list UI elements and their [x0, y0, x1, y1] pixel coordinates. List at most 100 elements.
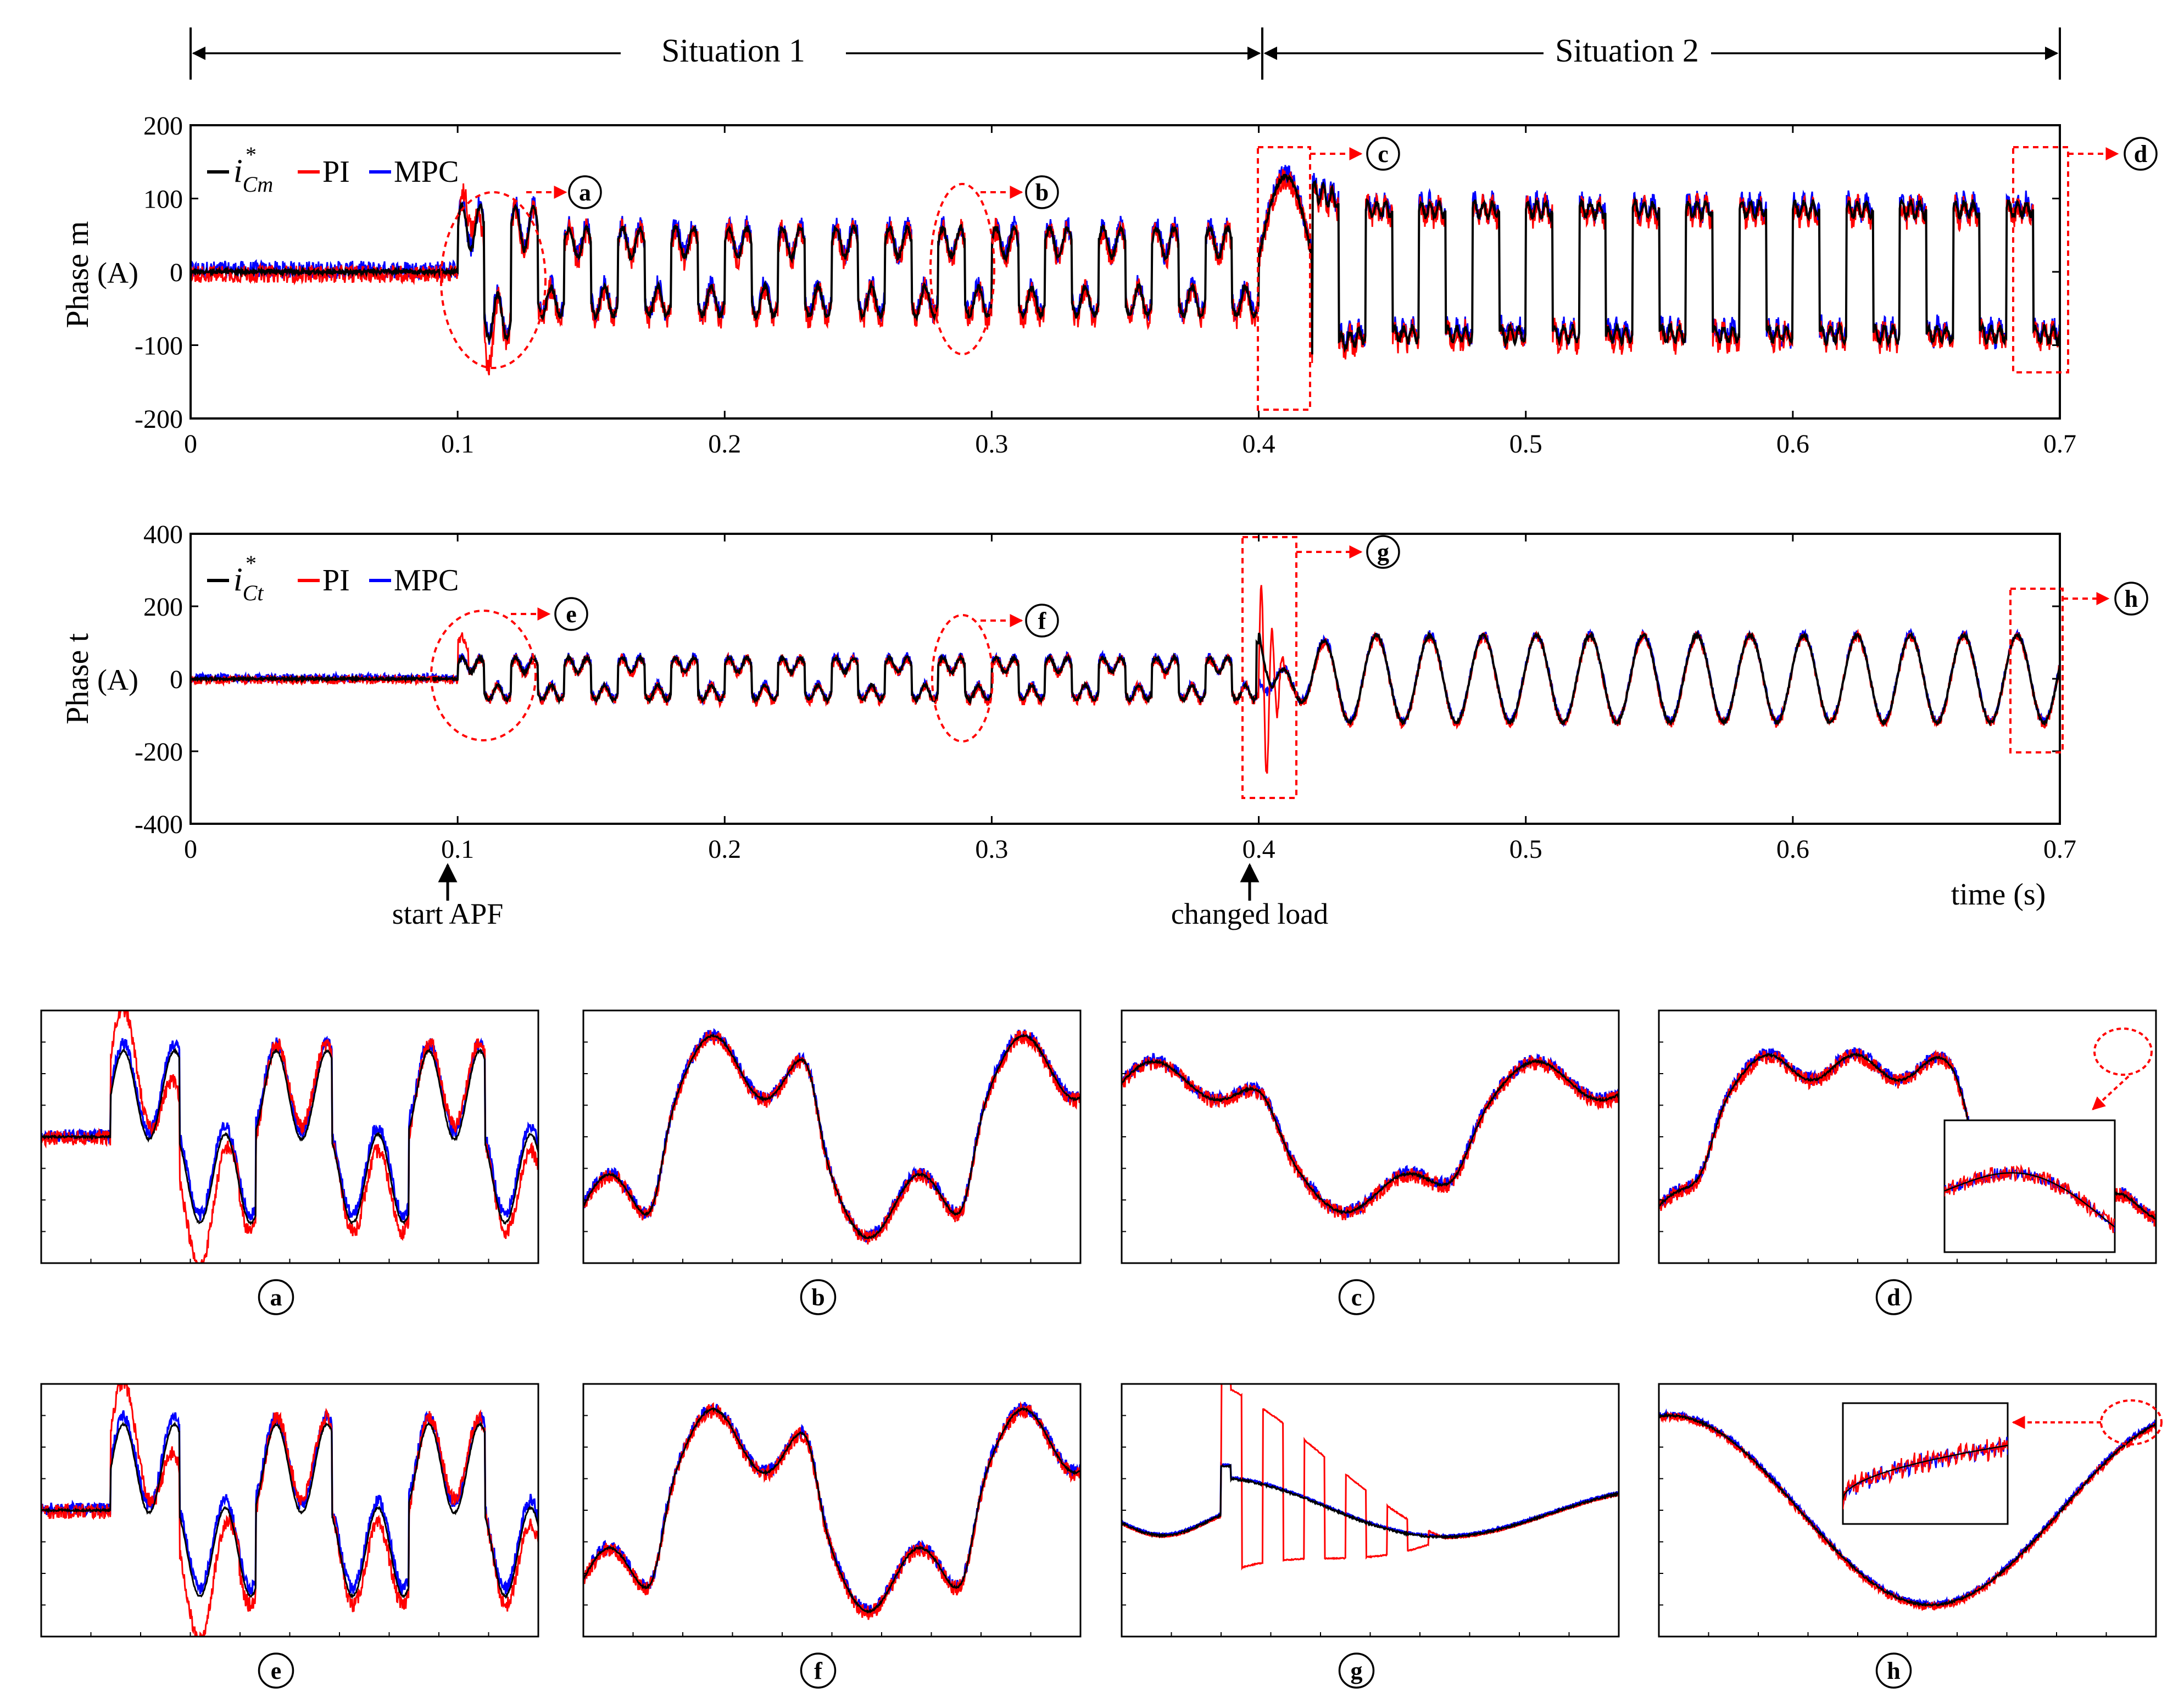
zoom-frame: [1121, 1383, 1620, 1638]
situation-1-label: Situation 1: [661, 32, 805, 69]
zoom-panel-f: f: [582, 1383, 1082, 1689]
marker-g-region: [1241, 536, 1297, 799]
marker-letter: c: [1378, 141, 1389, 167]
x-tick-label: 0.6: [1776, 429, 1809, 459]
inset-pointer: [2092, 1075, 2130, 1110]
zoom-panel-b: b: [582, 1009, 1082, 1315]
marker-letter: d: [2134, 141, 2147, 167]
legend-ref-label: iCt: [233, 561, 264, 605]
marker-e: e: [554, 597, 588, 631]
y-tick-label: -200: [135, 405, 183, 434]
marker-g: g: [1366, 535, 1400, 569]
zoom-panel-c: c: [1121, 1009, 1620, 1315]
pi-trace: [41, 1010, 538, 1263]
zoom-frame: [40, 1383, 539, 1638]
event-changed-load: changed load: [1171, 863, 1328, 930]
marker-b-region: [929, 183, 995, 355]
y-tick-label: -200: [135, 738, 183, 767]
marker-a-region: [440, 191, 547, 369]
zoom-panels: a b c d e f g h: [40, 1009, 2163, 1689]
x-tick-label: 0.7: [2043, 835, 2076, 864]
x-tick-label: 0.3: [975, 835, 1008, 864]
marker-h-region: [2009, 588, 2064, 753]
marker-f-region: [931, 614, 994, 742]
marker-circle: [1025, 175, 1059, 209]
x-tick-label: 0.3: [975, 429, 1008, 459]
x-tick-label: 0.4: [1243, 835, 1275, 864]
marker-circle: [2124, 137, 2158, 171]
x-tick-label: 0.4: [1243, 429, 1275, 459]
zoom-inset: [1842, 1402, 2009, 1525]
marker-circle: [1025, 604, 1059, 638]
pi-trace: [41, 1384, 538, 1637]
marker-circle: [1875, 1652, 1912, 1689]
x-tick-label: 0.7: [2043, 429, 2076, 459]
mpc-trace: [583, 1028, 1080, 1243]
x-tick-label: 0.1: [441, 429, 474, 459]
reference-trace: [1945, 1172, 2115, 1228]
zoom-traces: [1122, 1384, 1619, 1571]
x-tick-label: 0.2: [708, 429, 741, 459]
marker-circle: [1366, 137, 1400, 171]
situation-2-label: Situation 2: [1555, 32, 1699, 69]
mpc-trace: [41, 1035, 538, 1221]
phase-t-chart: 0 0.1 0.2 0.3 0.4 0.5 0.6 0.7 400 200 0 -200 -400 (A)…: [59, 520, 2148, 864]
zoom-frame: [40, 1009, 539, 1264]
x-axis-label: time (s): [1951, 878, 2046, 912]
zoom-panel-g: g: [1121, 1383, 1620, 1689]
zoom-traces: [583, 1028, 1080, 1245]
reference-trace: [583, 1032, 1080, 1239]
marker-circle: [2114, 582, 2148, 616]
y-axis-label: Phase t: [59, 633, 95, 724]
mpc-trace: [1122, 1053, 1619, 1220]
y-tick-label: -100: [135, 332, 183, 361]
legend-mpc-label: MPC: [394, 155, 459, 189]
inset-frame: [1943, 1119, 2116, 1253]
y-tick-label: 200: [143, 111, 183, 141]
legend-pi-label: PI: [322, 563, 350, 598]
marker-d: d: [1875, 1279, 1912, 1315]
x-tick-label: 0: [184, 835, 197, 864]
y-tick-label: 100: [143, 185, 183, 214]
marker-e: e: [258, 1652, 294, 1689]
marker-letter: d: [1887, 1284, 1900, 1311]
inset-traces: [1945, 1164, 2115, 1233]
mpc-trace: [583, 1402, 1080, 1618]
y-tick-label: 200: [143, 593, 183, 622]
marker-letter: e: [566, 601, 577, 628]
y-unit-label: (A): [97, 663, 138, 696]
pi-trace: [1122, 1054, 1619, 1220]
marker-b: b: [800, 1279, 837, 1315]
legend-mpc-label: MPC: [394, 563, 459, 598]
marker-d: d: [2124, 137, 2158, 171]
marker-circle: [1875, 1279, 1912, 1315]
marker-circle: [800, 1652, 837, 1689]
y-unit-label: (A): [97, 256, 138, 289]
inset-source-region: [2100, 1399, 2163, 1445]
reference-trace: [41, 1421, 538, 1599]
traces: [191, 165, 2060, 376]
legend: iCt* PI MPC: [207, 551, 459, 605]
marker-letter: b: [1035, 179, 1049, 206]
reference-trace: [191, 629, 2060, 727]
zoom-panel-a: a: [40, 1009, 539, 1315]
marker-circle: [568, 175, 602, 209]
marker-c: c: [1366, 137, 1400, 171]
marker-letter: g: [1377, 539, 1389, 566]
phase-m-chart: 0 0.1 0.2 0.3 0.4 0.5 0.6 0.7 200 100 0 -100 -200 (A)…: [59, 111, 2158, 459]
mpc-trace: [1122, 1461, 1619, 1539]
inset-source-region: [2093, 1028, 2153, 1076]
marker-d-region: [2012, 146, 2069, 373]
marker-f: f: [800, 1652, 837, 1689]
y-tick-label: 400: [143, 520, 183, 549]
legend: iCm* PI MPC: [207, 142, 459, 197]
y-tick-label: 0: [170, 258, 183, 287]
inset-traces: [1843, 1437, 2008, 1510]
legend-ref-label: iCm: [233, 153, 273, 197]
legend-ref-sup: *: [246, 551, 257, 576]
zoom-traces: [1122, 1053, 1619, 1220]
marker-a: a: [568, 175, 602, 209]
marker-f: f: [1025, 604, 1059, 638]
